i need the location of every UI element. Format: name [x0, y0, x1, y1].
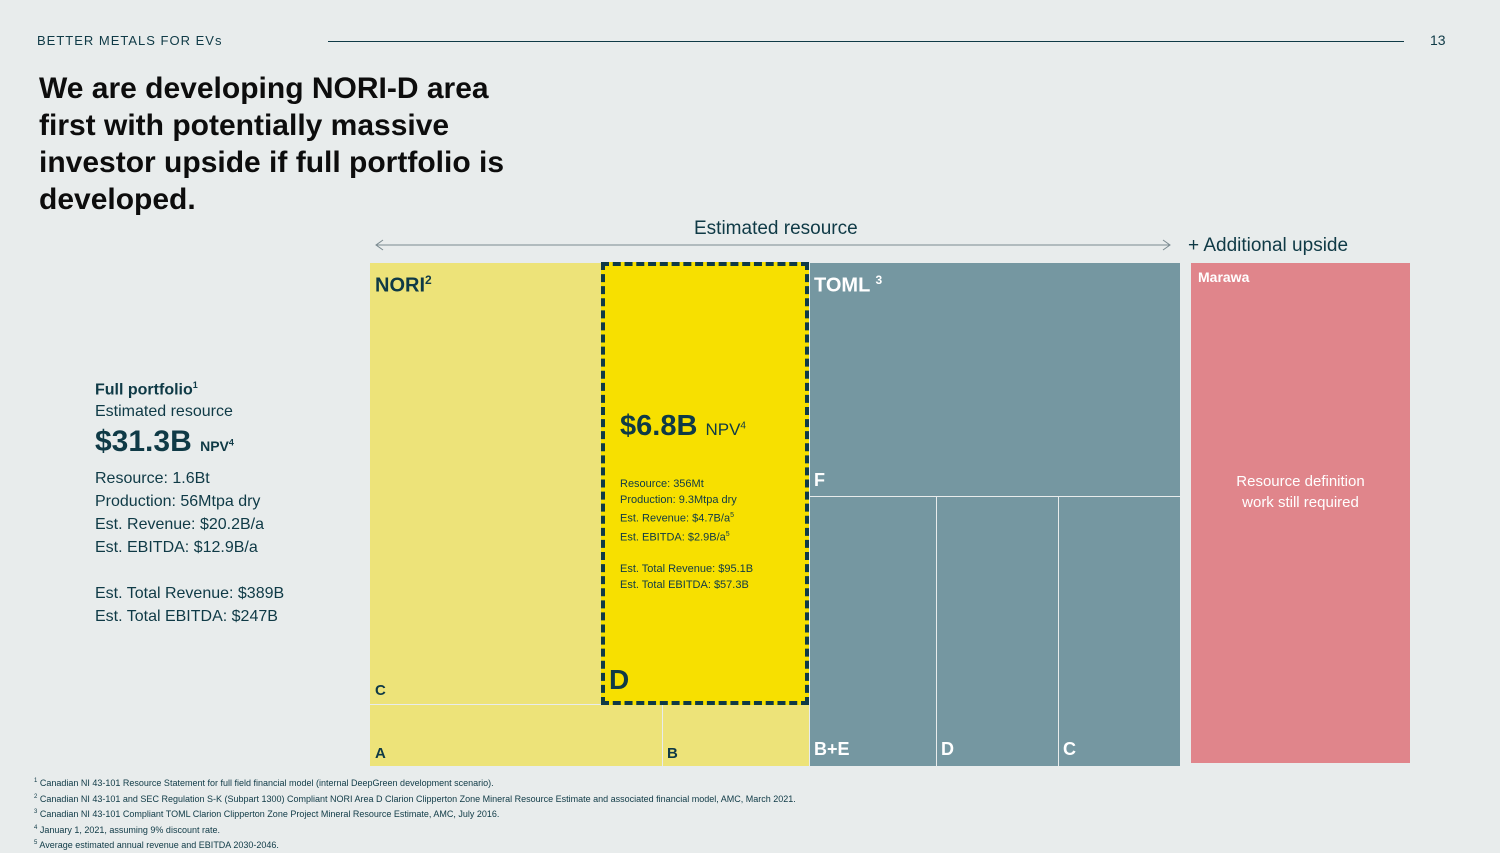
- toml-area-c: C: [1059, 497, 1180, 766]
- toml-area-f-label: F: [814, 470, 825, 490]
- toml-area-d: D: [937, 497, 1058, 766]
- footnote: 2 Canadian NI 43-101 and SEC Regulation …: [34, 793, 796, 804]
- footnote: 4 January 1, 2021, assuming 9% discount …: [34, 824, 220, 835]
- brand-tagline: BETTER METALS FOR EVs: [37, 33, 223, 48]
- nori-d-ebitda: Est. EBITDA: $2.9B/a5: [620, 530, 730, 544]
- footnote: 1 Canadian NI 43-101 Resource Statement …: [34, 778, 494, 788]
- footnote: 5 Average estimated annual revenue and E…: [34, 840, 279, 851]
- toml-area-be-label: B+E: [814, 739, 850, 759]
- estimated-resource-label: Estimated resource: [694, 218, 858, 239]
- fp-resource: Resource: 1.6Bt: [95, 470, 210, 488]
- header-divider: [328, 41, 1404, 42]
- marawa-label: Marawa: [1198, 269, 1250, 285]
- nori-d-npv: $6.8B NPV4: [620, 410, 746, 442]
- nori-area-b: B: [663, 705, 809, 766]
- nori-area-a-label: A: [375, 745, 386, 762]
- fp-production: Production: 56Mtpa dry: [95, 493, 261, 511]
- marawa-note: Resource definition work still required: [1191, 471, 1410, 513]
- fp-revenue: Est. Revenue: $20.2B/a: [95, 516, 264, 534]
- nori-area-d: $6.8B NPV4 Resource: 356Mt Production: 9…: [601, 262, 809, 705]
- nori-area-c-label: C: [375, 682, 386, 699]
- full-portfolio-title: Full portfolio1: [95, 380, 198, 399]
- nori-d-total-ebitda: Est. Total EBITDA: $57.3B: [620, 579, 749, 592]
- full-portfolio-summary: Full portfolio1 Estimated resource $31.3…: [95, 380, 355, 628]
- toml-area-d-label: D: [941, 739, 954, 759]
- marawa-note-line1: Resource definition: [1236, 473, 1365, 490]
- fp-total-revenue: Est. Total Revenue: $389B: [95, 585, 285, 603]
- fp-ebitda: Est. EBITDA: $12.9B/a: [95, 539, 258, 557]
- marawa-note-line2: work still required: [1242, 494, 1359, 511]
- full-portfolio-metrics: Resource: 1.6Bt Production: 56Mtpa dry E…: [95, 467, 355, 628]
- nori-label: NORI2: [375, 273, 432, 297]
- toml-area-c-label: C: [1063, 739, 1076, 759]
- page-number: 13: [1430, 32, 1446, 48]
- full-portfolio-npv: $31.3B NPV4: [95, 425, 234, 459]
- toml-area-f: TOML 3 F: [810, 263, 1180, 496]
- nori-d-production: Production: 9.3Mtpa dry: [620, 494, 737, 506]
- nori-area-c: NORI2 C: [370, 263, 602, 704]
- nori-area-a: A: [370, 705, 662, 766]
- double-arrow-icon: [375, 239, 1171, 251]
- nori-d-metrics: Resource: 356Mt Production: 9.3Mtpa dry …: [620, 476, 753, 593]
- nori-d-resource: Resource: 356Mt: [620, 478, 704, 490]
- full-portfolio-subtitle: Estimated resource: [95, 403, 233, 421]
- toml-label: TOML 3: [814, 273, 883, 297]
- toml-area-be: B+E: [810, 497, 936, 766]
- footnote: 3 Canadian NI 43-101 Compliant TOML Clar…: [34, 809, 500, 820]
- page-title: We are developing NORI-D area first with…: [39, 72, 505, 216]
- nori-area-d-label: D: [609, 664, 630, 695]
- footnotes: 1 Canadian NI 43-101 Resource Statement …: [34, 775, 796, 853]
- additional-upside-label: + Additional upside: [1188, 235, 1349, 256]
- nori-area-b-label: B: [667, 745, 678, 762]
- marawa-area: Marawa Resource definition work still re…: [1191, 263, 1410, 763]
- nori-d-revenue: Est. Revenue: $4.7B/a5: [620, 512, 734, 525]
- nori-d-total-revenue: Est. Total Revenue: $95.1B: [620, 563, 754, 576]
- fp-total-ebitda: Est. Total EBITDA: $247B: [95, 608, 278, 626]
